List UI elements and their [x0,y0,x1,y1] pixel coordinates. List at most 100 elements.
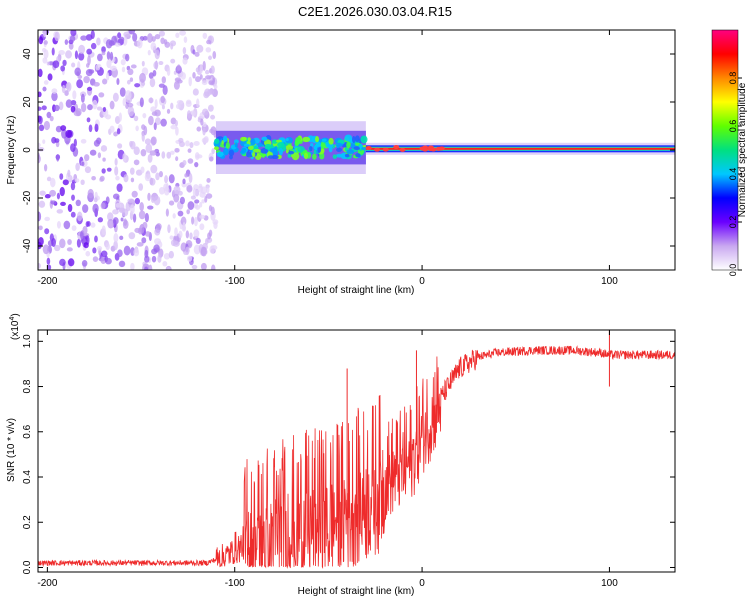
noise-speckle [65,129,73,138]
noise-speckle [67,258,75,267]
noise-speckle [42,57,48,64]
noise-speckle [111,35,118,46]
noise-speckle [86,221,91,227]
noise-speckle [76,79,83,89]
noise-speckle [127,198,135,203]
noise-speckle [123,31,131,38]
noise-speckle [49,189,57,197]
noise-speckle [78,44,86,55]
figure-title: C2E1.2026.030.03.04.R15 [298,4,452,19]
noise-speckle [144,231,151,237]
turbulent-spot [214,138,220,144]
noise-speckle [199,63,204,74]
noise-speckle [154,117,161,126]
noise-speckle [131,190,138,198]
noise-speckle [72,90,77,100]
noise-speckle [155,172,160,181]
noise-speckle [54,244,61,252]
noise-speckle [87,55,91,66]
noise-speckle [190,195,196,200]
y-tick-label: -20 [22,190,33,205]
noise-speckle [78,52,85,61]
noise-speckle [71,194,75,201]
y-tick-label: 0 [22,147,33,153]
noise-speckle [93,81,100,87]
noise-speckle [192,187,196,198]
noise-speckle [65,82,70,90]
noise-speckle [112,92,119,102]
turbulent-spot [332,154,338,159]
noise-speckle [153,122,157,131]
noise-speckle [188,76,192,87]
noise-speckle [185,246,190,256]
noise-speckle [154,49,160,60]
noise-speckle [51,47,55,56]
noise-speckle [107,218,115,229]
noise-speckle [150,136,157,146]
noise-speckle [129,204,135,215]
snr-lines [38,330,675,570]
noise-speckle [96,246,103,251]
y-tick-label: 0.8 [22,379,33,393]
noise-speckle [47,264,52,270]
noise-speckle [175,126,179,136]
turbulent-spot [317,145,322,153]
noise-speckle [150,42,157,51]
carrier-blob [399,147,406,152]
noise-speckle [41,105,47,111]
noise-speckle [120,217,124,222]
noise-speckle [176,99,184,105]
noise-speckle [119,235,124,241]
turbulent-spot [285,137,289,142]
noise-speckle [141,132,145,142]
noise-speckle [38,147,45,152]
noise-speckle [122,152,127,162]
noise-speckle [106,51,111,60]
noise-speckle [38,154,41,164]
noise-speckle [139,97,144,108]
noise-speckle [144,255,150,263]
noise-speckle [46,176,52,182]
noise-speckle [116,183,123,192]
noise-speckle [154,34,161,40]
noise-speckle [186,110,191,119]
noise-speckle [185,101,192,108]
snr-x-label: Height of straight line (km) [298,586,415,597]
noise-speckle [80,35,88,41]
noise-speckle [112,209,118,215]
noise-speckle [113,131,118,137]
noise-speckle [123,174,129,183]
noise-speckle [211,148,215,155]
noise-speckle [199,201,203,208]
noise-speckle [187,148,192,153]
noise-speckle [188,173,193,184]
noise-speckle [149,150,157,156]
noise-speckle [59,173,64,180]
noise-speckle [70,105,76,113]
noise-speckle [140,149,147,157]
x-tick-label: -200 [37,276,57,287]
turbulent-spot [260,153,267,157]
noise-speckle [148,72,154,79]
noise-speckle [191,264,198,270]
noise-speckle [179,196,185,205]
noise-speckle [128,30,136,35]
noise-speckle [196,126,202,132]
noise-speckle [193,140,200,146]
noise-speckle [42,86,47,92]
noise-speckle [136,242,144,247]
noise-speckle [150,164,158,174]
turbulent-spot [291,152,300,161]
turbulent-spot [228,149,235,157]
noise-speckle [117,32,122,39]
turbulent-spot [233,139,239,144]
noise-speckle [116,78,120,86]
snr-scale-label: (x104) [9,313,21,340]
noise-speckle [170,42,174,50]
noise-speckle [76,211,83,222]
noise-speckle [105,257,112,265]
noise-speckle [51,88,58,94]
noise-speckle [184,173,189,178]
